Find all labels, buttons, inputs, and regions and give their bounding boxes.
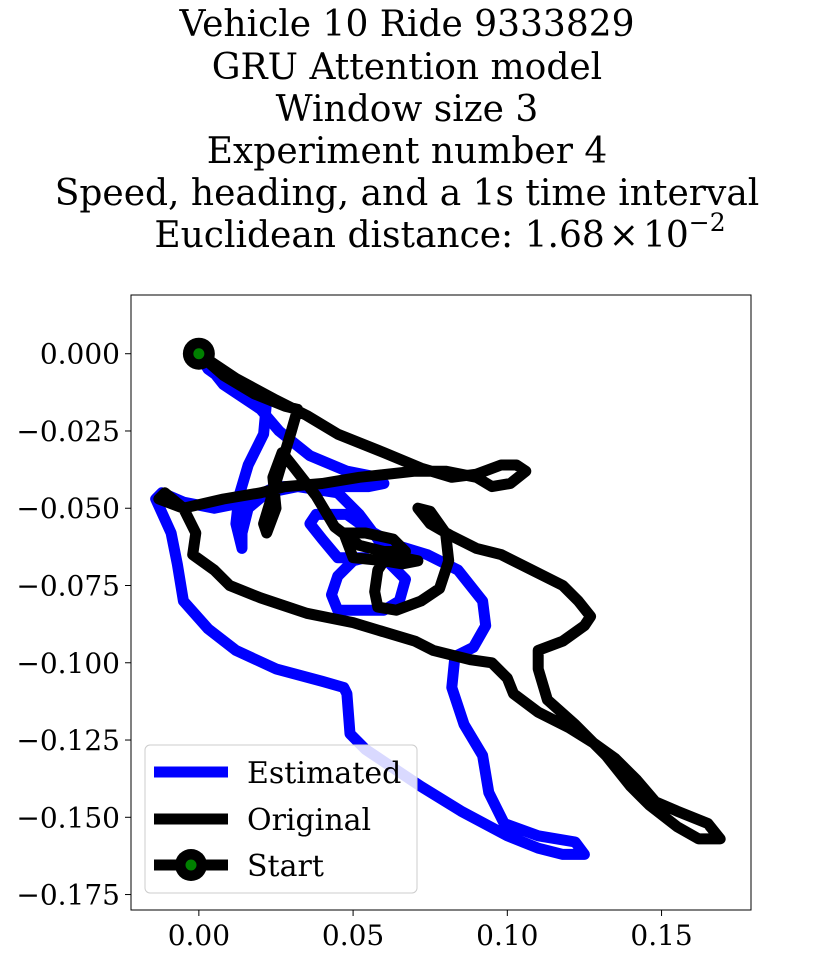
metric-times: × [609, 215, 639, 256]
title-line-2: GRU Attention model [212, 47, 602, 88]
series-line-original [153, 348, 726, 845]
y-tick-label: −0.100 [16, 647, 120, 680]
title-line-4: Experiment number 4 [207, 131, 608, 172]
legend-label: Start [247, 849, 324, 884]
title-line-5: Speed, heading, and a 1s time interval [55, 173, 760, 214]
y-tick-label: −0.125 [16, 724, 120, 757]
legend-label: Original [247, 803, 371, 838]
legend-item-estimated: Estimated [154, 756, 401, 791]
legend-item-original: Original [154, 803, 371, 838]
y-tick-label: −0.150 [16, 801, 120, 834]
x-tick-label: 0.15 [630, 919, 692, 952]
legend: Estimated Original Start [144, 744, 418, 894]
x-axis: 0.00 0.05 0.10 0.15 [168, 910, 693, 952]
y-tick-label: −0.050 [16, 492, 120, 525]
y-tick-label: −0.075 [16, 570, 120, 603]
title-line-1: Vehicle 10 Ride 9333829 [178, 4, 634, 45]
x-tick-label: 0.00 [168, 919, 230, 952]
start-marker-center [193, 348, 205, 360]
x-tick-label: 0.10 [476, 919, 538, 952]
y-tick-label: −0.025 [16, 415, 120, 448]
metric-prefix: Euclidean distance: 1.68 [154, 215, 604, 256]
y-tick-label: −0.175 [16, 879, 120, 912]
legend-frame [144, 744, 418, 894]
legend-start-marker-center [185, 859, 197, 871]
legend-label: Estimated [247, 756, 401, 791]
y-tick-label: 0.000 [40, 338, 120, 371]
series-group [150, 337, 726, 860]
legend-item-start: Start [154, 849, 324, 884]
metric-exponent: −2 [689, 208, 726, 237]
title-line-3: Window size 3 [276, 89, 539, 130]
title-metric-line: Euclidean distance: 1.68 × 10−2 [154, 208, 725, 256]
metric-base: 10 [643, 215, 689, 256]
plot-area-frame [130, 294, 752, 911]
y-axis: 0.000 −0.025 −0.050 −0.075 −0.100 −0.125 −0.15… [16, 338, 131, 912]
x-tick-label: 0.05 [322, 919, 384, 952]
